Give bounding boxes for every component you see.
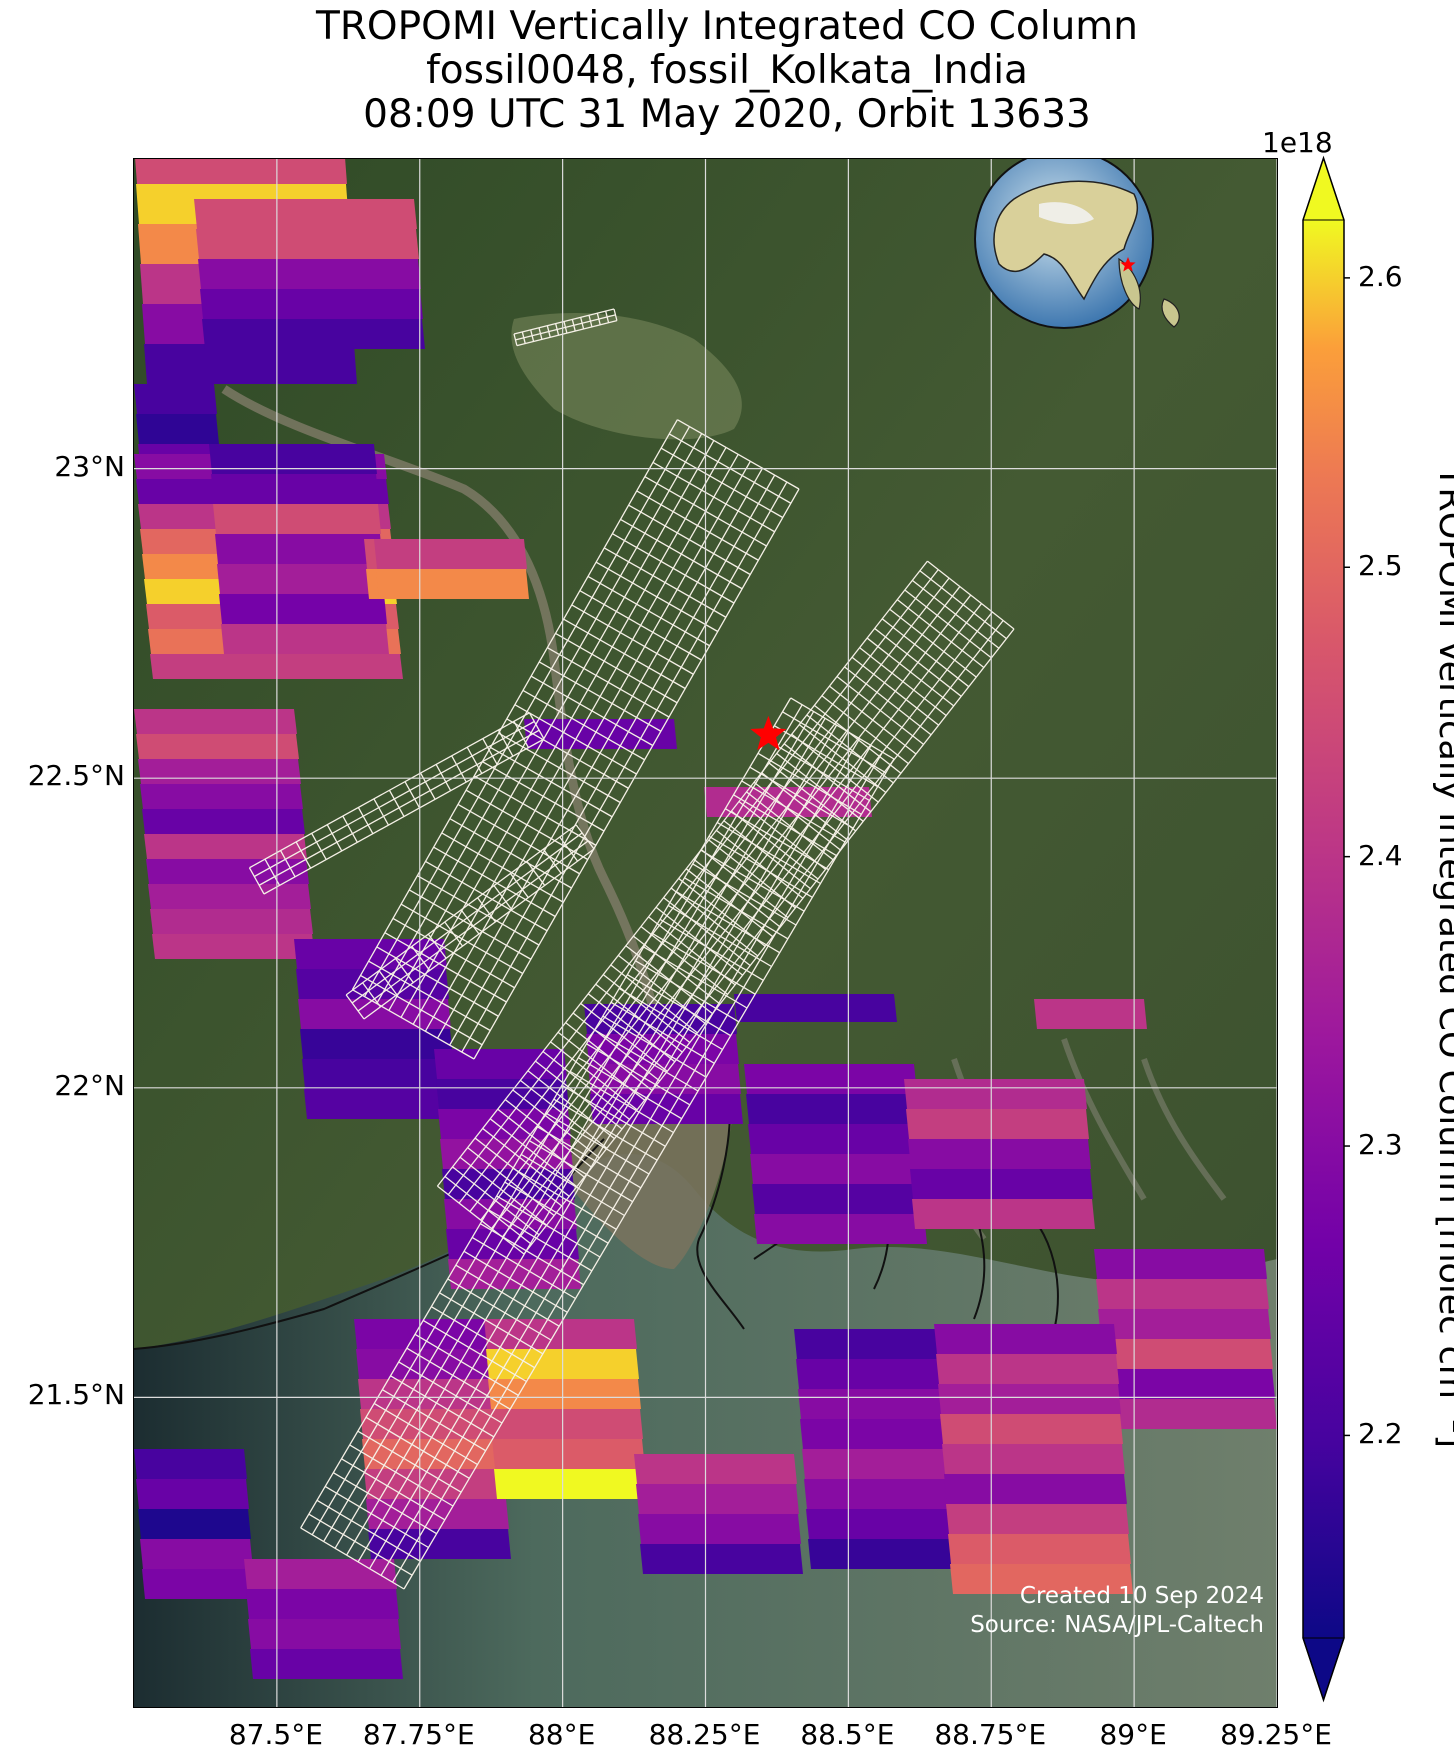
lon-tick-label: 89.25°E xyxy=(1220,1718,1332,1751)
lon-tick-label: 88°E xyxy=(527,1718,596,1751)
map-title-line-3: 08:09 UTC 31 May 2020, Orbit 13633 xyxy=(363,92,1091,137)
lon-tick-label: 88.5°E xyxy=(800,1718,895,1751)
colorbar-extend-max xyxy=(1302,156,1345,221)
colorbar xyxy=(1302,155,1350,1703)
colorbar-tick-label: 2.5 xyxy=(1358,549,1403,583)
lon-tick-label: 87.5°E xyxy=(228,1718,323,1751)
colorbar-tick-label: 2.6 xyxy=(1358,259,1403,293)
colorbar-tick-label: 2.4 xyxy=(1358,838,1403,872)
lat-tick-label: 21.5°N xyxy=(27,1378,125,1412)
lat-tick-label: 22.5°N xyxy=(27,759,125,793)
lon-tick-label: 88.25°E xyxy=(648,1718,761,1751)
target-footprint-outlines xyxy=(248,308,1015,1590)
colorbar-tick-label: 2.3 xyxy=(1358,1128,1403,1162)
map-canvas xyxy=(134,159,1277,1707)
source-credit: Source: NASA/JPL-Caltech xyxy=(970,1612,1264,1638)
lat-tick-label: 22°N xyxy=(54,1068,125,1102)
co-column-swath-layer xyxy=(134,159,1277,1679)
colorbar-title: TROPOMI Vertically Integrated CO Column … xyxy=(1431,466,1454,1448)
colorbar-gradient xyxy=(1303,220,1344,1638)
map-title-line-1: TROPOMI Vertically Integrated CO Column xyxy=(316,4,1138,49)
map-panel[interactable] xyxy=(133,158,1278,1708)
lat-lon-gridlines xyxy=(134,159,1277,1707)
lon-tick-label: 88.75°E xyxy=(934,1718,1047,1751)
site-marker-layer xyxy=(750,715,787,751)
colorbar-tick-label: 2.2 xyxy=(1358,1417,1403,1451)
lon-tick-label: 89°E xyxy=(1099,1718,1167,1751)
colorbar-exponent-label: 1e18 xyxy=(1262,126,1333,159)
lon-tick-label: 87.75°E xyxy=(362,1718,475,1751)
colorbar-extend-min xyxy=(1302,1637,1345,1702)
kolkata-site-star-icon xyxy=(750,715,787,751)
created-credit: Created 10 Sep 2024 xyxy=(1019,1583,1264,1609)
globe-site-star-icon xyxy=(1120,257,1136,272)
inset-globe xyxy=(974,159,1180,329)
map-title-line-2: fossil0048, fossil_Kolkata_India xyxy=(426,48,1028,93)
lat-tick-label: 23°N xyxy=(54,449,125,483)
